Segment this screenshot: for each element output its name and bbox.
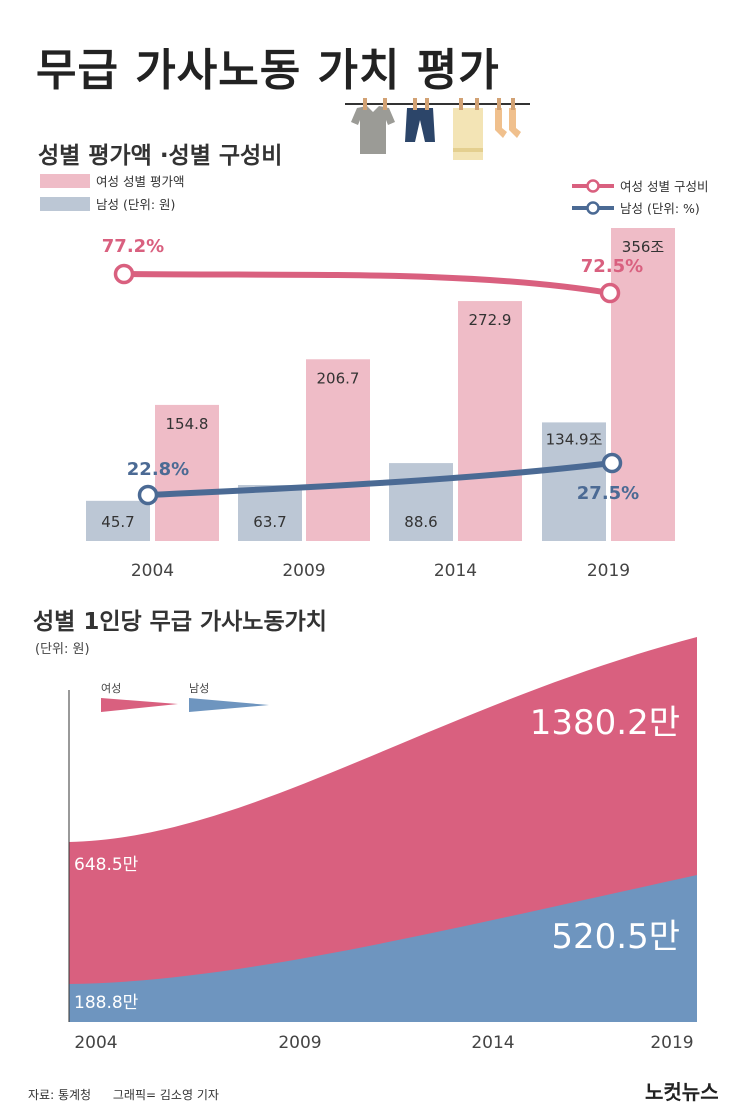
x-tick-2014: 2014: [434, 561, 477, 581]
bar-label-male-2014: 88.6: [404, 513, 437, 531]
x-tick-2019: 2019: [587, 561, 630, 581]
clothesline-illustration: [345, 98, 530, 160]
ratio-label-female-2004: 77.2%: [102, 236, 164, 257]
bar-female-2019: [611, 228, 675, 541]
area-label-female-2004: 648.5만: [74, 855, 139, 875]
area-x-tick-2014: 2014: [471, 1033, 514, 1053]
legend-swatch: [40, 196, 90, 211]
bar-label-male-2019: 134.9조: [546, 430, 603, 448]
main-title: 무급 가사노동 가치 평가: [36, 45, 500, 96]
bar-male-2004: [86, 500, 150, 541]
line-female-ratio: [123, 271, 611, 296]
legend-label: 남성 (단위: 원): [96, 197, 176, 212]
area-legend-female-label: 여성: [101, 682, 121, 695]
bar-label-female-2009: 206.7: [317, 369, 360, 387]
shirt-icon: [351, 106, 395, 154]
bar-female-2014: [458, 301, 522, 541]
area-label-male-2004: 188.8만: [74, 993, 139, 1013]
chart-per-capita-area: 648.5만 1380.2만 188.8만 520.5만 2004 2009 2014 201…: [68, 637, 697, 1053]
towel-icon: [453, 108, 483, 160]
line-male-ratio: [147, 460, 613, 498]
area-label-female-2019: 1380.2만: [530, 703, 680, 743]
legend-male-value: 남성 (단위: 원): [40, 194, 175, 213]
bar-female-2009: [306, 359, 370, 541]
pants-icon: [405, 108, 435, 142]
bar-male-2009: [238, 484, 302, 541]
bar-label-female-2004: 154.8: [166, 415, 209, 433]
legend-label: 남성 (단위: %): [620, 201, 700, 216]
ratio-label-male-2004: 22.8%: [127, 459, 189, 480]
legend-female-value: 여성 성별 평가액: [40, 171, 184, 190]
ratio-label-male-2019: 27.5%: [577, 483, 639, 504]
bar-label-female-2019: 356조: [622, 238, 665, 256]
bar-label-female-2014: 272.9: [469, 311, 512, 329]
area-x-tick-2009: 2009: [278, 1033, 321, 1053]
bar-label-male-2004: 45.7: [101, 513, 134, 531]
area-x-tick-2004: 2004: [74, 1033, 117, 1053]
x-tick-2004: 2004: [131, 561, 174, 581]
section1-title: 성별 평가액 ·성별 구성비: [38, 143, 283, 169]
socks-icon: [495, 108, 521, 138]
legend-label: 여성 성별 구성비: [620, 179, 709, 194]
area-male: [69, 875, 697, 1022]
area-label-male-2019: 520.5만: [551, 917, 680, 957]
section2-title: 성별 1인당 무급 가사노동가치: [33, 609, 327, 635]
bar-male-2019: [542, 422, 606, 541]
chart-value-ratio: 45.7 154.8 2004 63.7 206.7 2009 88.6 272.9 2014 1…: [86, 228, 675, 581]
area-legend-female-swatch: [101, 698, 178, 712]
legend-swatch: [40, 173, 90, 188]
bar-label-male-2009: 63.7: [253, 513, 286, 531]
area-legend-male-label: 남성: [189, 682, 209, 695]
x-tick-2009: 2009: [282, 561, 325, 581]
line-marker-icon: [572, 178, 614, 193]
area-x-tick-2019: 2019: [650, 1033, 693, 1053]
source-line: 자료: 통계청 그래픽= 김소영 기자: [28, 1086, 219, 1103]
clothespin-icons: [363, 98, 515, 110]
point-female-2004: [113, 263, 135, 285]
point-male-2019: [601, 452, 623, 474]
legend-label: 여성 성별 평가액: [96, 174, 185, 189]
source-label: 자료: 통계청: [28, 1088, 92, 1102]
ratio-label-female-2019: 72.5%: [581, 256, 643, 277]
legend-male-ratio: 남성 (단위: %): [572, 198, 700, 217]
point-female-2019: [599, 282, 621, 304]
area-legend-male-swatch: [189, 698, 269, 712]
brand-logo: 노컷뉴스: [645, 1080, 719, 1104]
section2-unit: (단위: 원): [35, 642, 90, 657]
line-marker-icon: [572, 200, 614, 215]
point-male-2004: [137, 484, 159, 506]
legend-female-ratio: 여성 성별 구성비: [572, 176, 708, 195]
graphic-credit: 그래픽= 김소영 기자: [112, 1088, 219, 1102]
bar-female-2004: [155, 404, 219, 541]
